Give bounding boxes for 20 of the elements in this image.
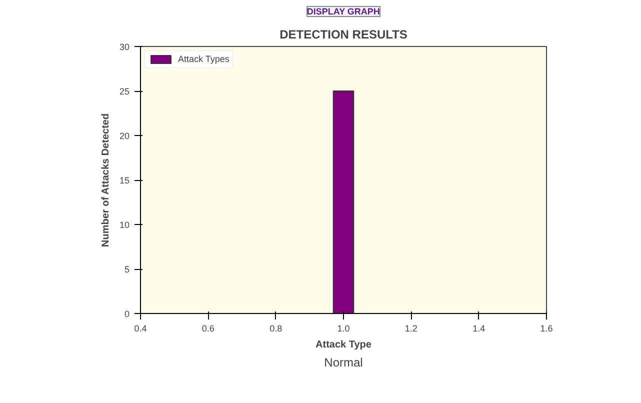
x-tick-label: 1.2 bbox=[404, 324, 418, 334]
text: Normal bbox=[324, 356, 363, 370]
y-tick-label: 5 bbox=[124, 264, 130, 274]
legend-label: Attack Types bbox=[178, 54, 230, 64]
y-axis-title: Number of Attacks Detected bbox=[100, 113, 112, 247]
text: DISPLAY GRAPH bbox=[306, 6, 380, 16]
x-tick-label: 0.6 bbox=[202, 324, 214, 334]
x-tick-label: 1.6 bbox=[540, 324, 553, 334]
y-tick-label: 20 bbox=[119, 131, 130, 141]
x-tick-label: 1.4 bbox=[472, 324, 486, 334]
y-tick-label: 30 bbox=[119, 42, 130, 52]
x-tick-label: 0.8 bbox=[270, 324, 282, 334]
y-tick-label: 25 bbox=[119, 86, 130, 96]
x-tick-label: 1.0 bbox=[337, 324, 350, 334]
x-axis-title: Attack Type bbox=[316, 340, 372, 350]
y-tick-label: 0 bbox=[124, 309, 130, 319]
chart-title: DETECTION RESULTS bbox=[280, 28, 408, 42]
x-tick-label: 0.4 bbox=[134, 324, 147, 334]
y-tick-label: 10 bbox=[119, 220, 130, 230]
y-tick-label: 15 bbox=[119, 176, 130, 186]
